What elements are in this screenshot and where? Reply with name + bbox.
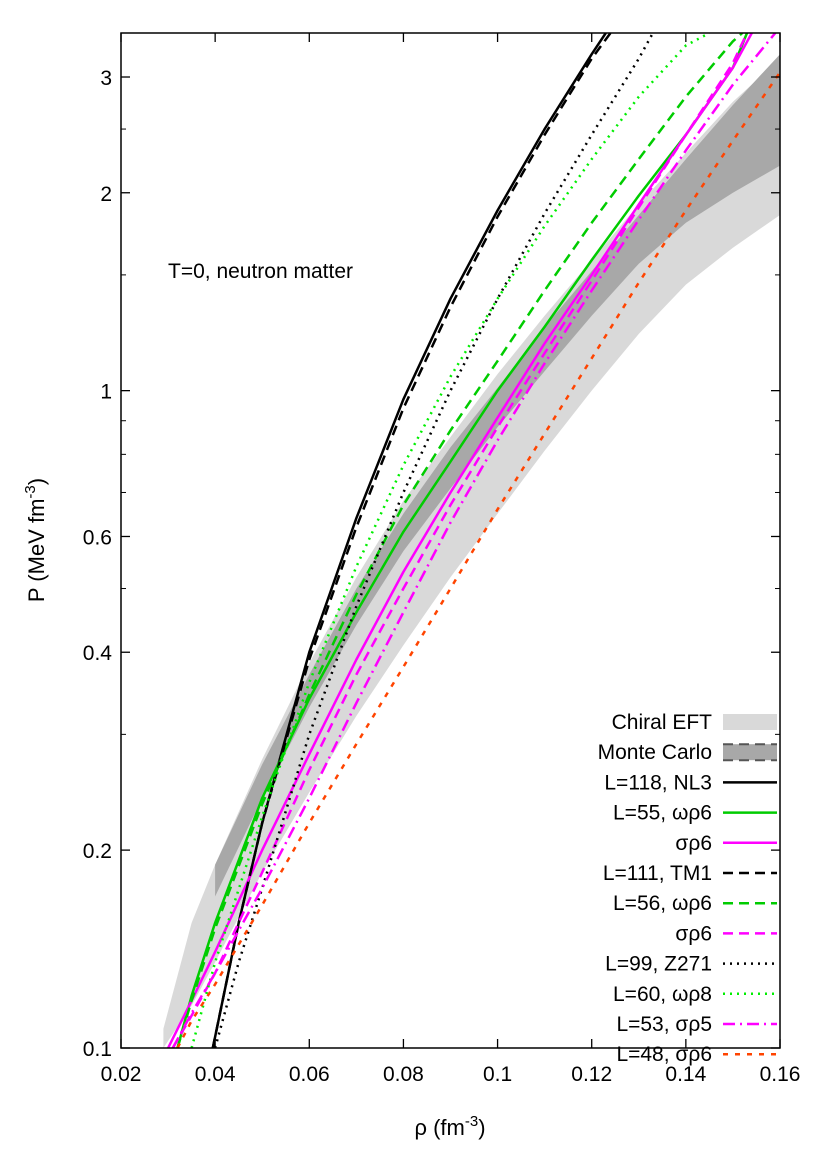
legend-label: L=48, σρ6 xyxy=(616,1043,712,1066)
x-tick-label: 0.02 xyxy=(101,1063,142,1086)
legend-swatch xyxy=(723,714,777,730)
y-tick-label: 0.4 xyxy=(83,642,113,665)
legend-label: σρ6 xyxy=(675,832,712,855)
legend-label: L=56, ωρ6 xyxy=(613,892,712,915)
y-tick-label: 2 xyxy=(100,183,112,206)
x-tick-label: 0.08 xyxy=(383,1063,424,1086)
ticks-layer: 0.02 0.04 0.06 0.08 0.1 0.12 0.14 0.16 0.1 0.2 0.4… xyxy=(83,33,801,1086)
legend-label: σρ6 xyxy=(675,922,712,945)
plot-frame xyxy=(120,32,781,1049)
series-layer xyxy=(166,33,780,1048)
x-tick-label: 0.16 xyxy=(760,1063,801,1086)
series-line-8 xyxy=(171,33,777,1048)
legend-label: L=99, Z271 xyxy=(605,953,712,976)
legend-label: L=60, ωρ8 xyxy=(613,983,712,1006)
y-tick-label: 0.1 xyxy=(83,1038,112,1061)
legend-label: L=118, NL3 xyxy=(604,771,712,794)
legend-label: L=55, ωρ6 xyxy=(613,802,712,825)
series-line-7 xyxy=(190,33,710,1048)
y-tick-label: 0.6 xyxy=(83,526,112,549)
legend-label: L=53, σρ5 xyxy=(616,1013,712,1036)
legend: Chiral EFT Monte Carlo L=118, NL3 L=55, ωρ6… xyxy=(598,711,777,1066)
legend-label: Monte Carlo xyxy=(598,741,712,764)
legend-label: L=111, TM1 xyxy=(603,862,712,885)
series-line-3 xyxy=(211,33,612,1048)
bands-layer xyxy=(163,54,780,1048)
y-axis-label: P (MeV fm-3) xyxy=(22,478,49,602)
legend-label: Chiral EFT xyxy=(612,711,713,734)
series-line-2 xyxy=(166,33,753,1048)
series-line-5 xyxy=(171,33,749,1048)
y-tick-label: 3 xyxy=(100,67,112,90)
x-tick-label: 0.1 xyxy=(483,1063,512,1086)
x-axis-label: ρ (fm-3) xyxy=(414,1113,485,1140)
x-tick-label: 0.14 xyxy=(665,1063,706,1086)
x-tick-label: 0.12 xyxy=(571,1063,612,1086)
y-tick-label: 0.2 xyxy=(83,840,112,863)
x-tick-label: 0.04 xyxy=(195,1063,236,1086)
annotation-text: T=0, neutron matter xyxy=(168,260,353,283)
series-line-1 xyxy=(176,33,749,1048)
legend-swatch xyxy=(723,744,777,761)
band-1 xyxy=(215,54,780,897)
x-tick-label: 0.06 xyxy=(289,1063,330,1086)
series-line-4 xyxy=(176,33,744,1048)
y-tick-label: 1 xyxy=(100,381,112,404)
series-line-9 xyxy=(176,71,780,1048)
band-0 xyxy=(163,58,780,1048)
